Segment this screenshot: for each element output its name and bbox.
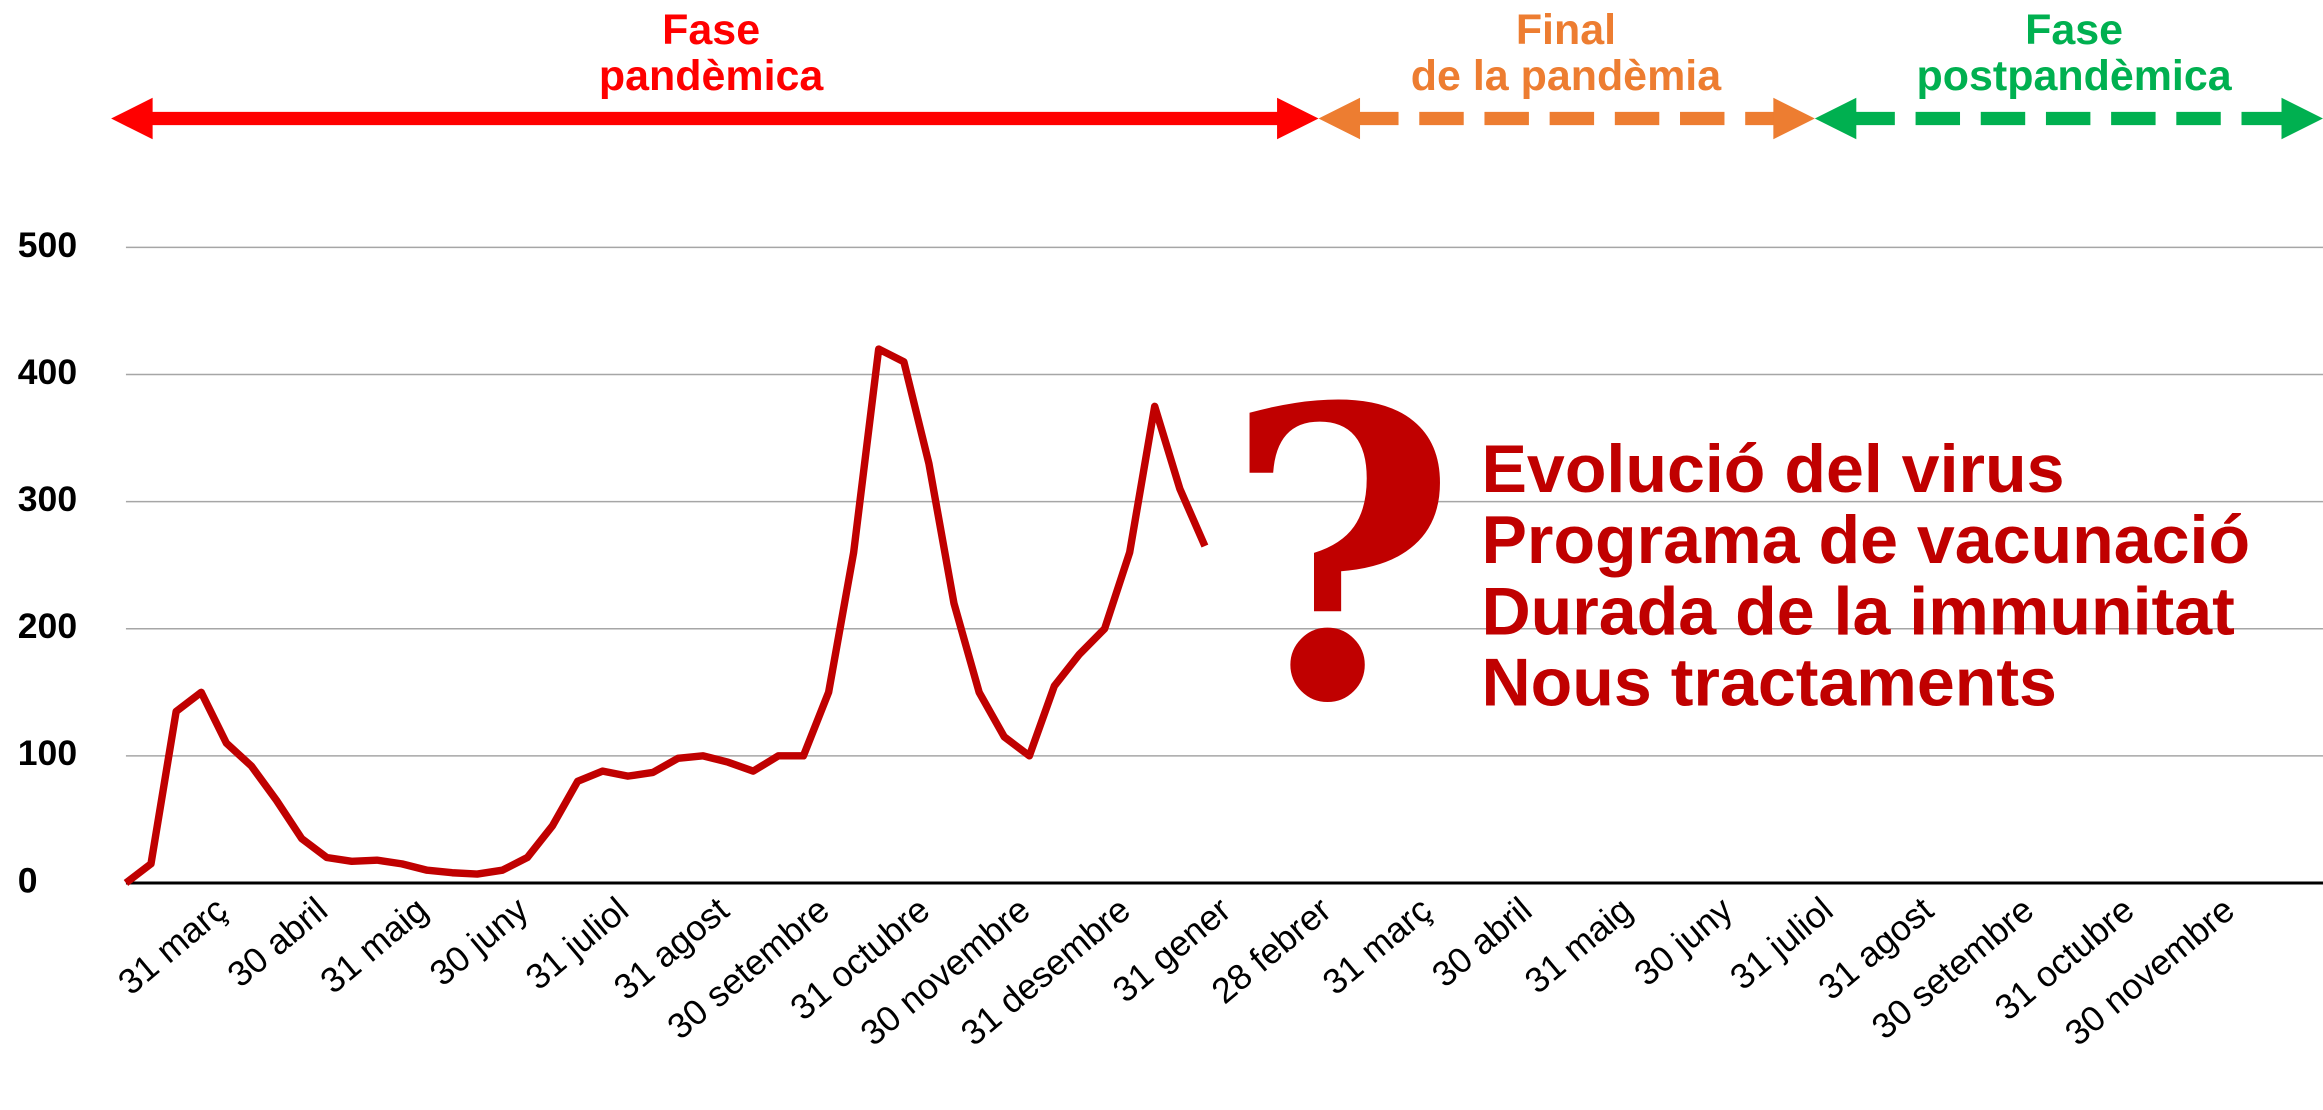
phase-label: de la pandèmia bbox=[1411, 52, 1722, 100]
arrow-head bbox=[1773, 97, 1815, 140]
phase-label: pandèmica bbox=[599, 52, 825, 100]
phase-label: Fase bbox=[662, 6, 760, 54]
phase-label: Fase bbox=[2025, 6, 2123, 54]
y-tick-label: 200 bbox=[18, 606, 77, 646]
y-tick-label: 400 bbox=[18, 352, 77, 392]
annotation: Programa de vacunació bbox=[1482, 502, 2251, 578]
x-tick-label: 31 maig bbox=[1517, 889, 1640, 1001]
annotation: Evolució del virus bbox=[1482, 431, 2065, 507]
arrow-head bbox=[2281, 97, 2323, 140]
arrow-head bbox=[1318, 97, 1361, 140]
phase-label: postpandèmica bbox=[1917, 52, 2233, 100]
x-tick-label: 30 abril bbox=[1424, 889, 1539, 995]
x-tick-label: 30 juny bbox=[1627, 889, 1741, 993]
x-tick-label: 30 juny bbox=[422, 889, 536, 993]
x-tick-label: 30 abril bbox=[220, 889, 335, 995]
arrow-head bbox=[1814, 97, 1857, 140]
x-tick-label: 31 març bbox=[1315, 889, 1439, 1002]
annotation: Nous tractaments bbox=[1482, 644, 2057, 720]
y-tick-label: 500 bbox=[18, 225, 77, 265]
y-tick-label: 0 bbox=[18, 860, 38, 900]
annotation: Durada de la immunitat bbox=[1482, 573, 2235, 649]
y-tick-label: 300 bbox=[18, 479, 77, 519]
question-mark: ? bbox=[1224, 321, 1458, 791]
arrow-head bbox=[1277, 97, 1319, 140]
x-tick-label: 31 març bbox=[110, 889, 234, 1002]
x-tick-label: 31 maig bbox=[313, 889, 436, 1001]
data-line bbox=[123, 345, 1209, 886]
arrow-head bbox=[111, 97, 153, 140]
phase-label: Final bbox=[1516, 6, 1616, 54]
y-tick-label: 100 bbox=[18, 733, 77, 773]
